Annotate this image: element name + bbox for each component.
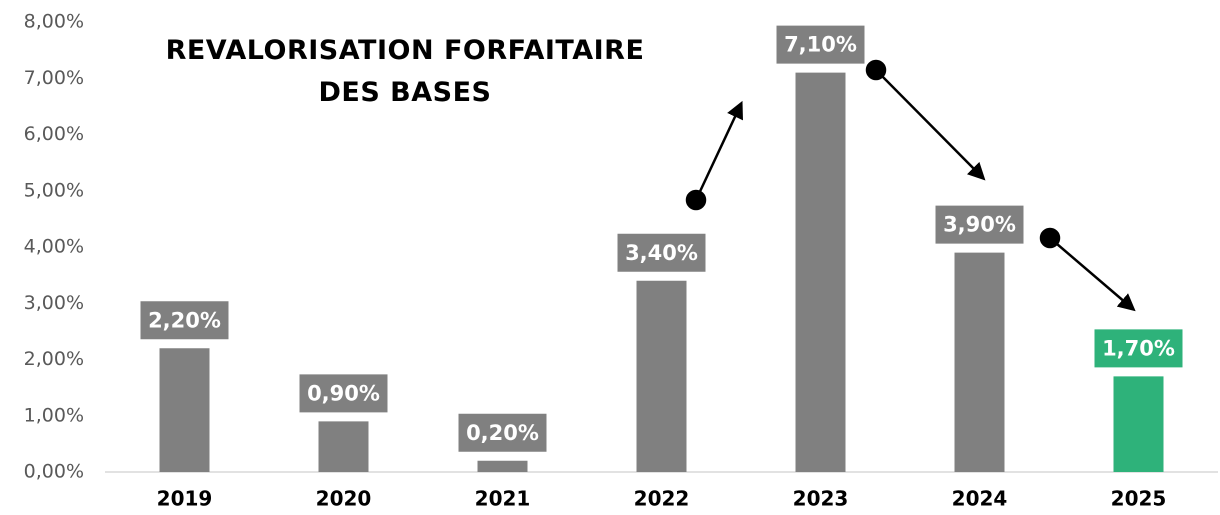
- bar: [954, 252, 1005, 472]
- data-label: 7,10%: [784, 33, 857, 57]
- y-tick-label: 2,00%: [24, 348, 84, 370]
- data-label: 2,20%: [148, 308, 221, 332]
- arrow: [1049, 237, 1136, 312]
- y-tick-label: 8,00%: [24, 11, 84, 33]
- bar: [159, 348, 210, 472]
- data-label-box: [140, 301, 229, 340]
- y-tick-label: 3,00%: [24, 292, 84, 314]
- data-label: 0,20%: [466, 421, 539, 445]
- data-label-box: [299, 374, 388, 413]
- y-tick-label: 4,00%: [24, 236, 84, 258]
- y-tick-label: 7,00%: [24, 67, 84, 89]
- arrow: [875, 69, 986, 181]
- y-tick-label: 1,00%: [24, 404, 84, 426]
- y-tick-label: 5,00%: [24, 179, 84, 201]
- x-tick-label: 2020: [316, 487, 372, 511]
- data-label: 1,70%: [1102, 336, 1175, 360]
- data-label-box: [458, 413, 547, 452]
- data-label: 0,90%: [307, 381, 380, 405]
- data-label-box: [1094, 329, 1183, 368]
- data-label: 3,90%: [943, 213, 1016, 237]
- x-tick-label: 2022: [634, 487, 690, 511]
- x-tick-label: 2019: [157, 487, 213, 511]
- arrow: [694, 100, 743, 201]
- bar: [795, 72, 846, 472]
- y-tick-label: 0,00%: [24, 461, 84, 483]
- data-label-box: [776, 25, 865, 64]
- y-tick-label: 6,00%: [24, 123, 84, 145]
- data-label-box: [935, 205, 1024, 244]
- x-tick-label: 2024: [952, 487, 1008, 511]
- bar: [477, 460, 528, 472]
- x-tick-label: 2021: [475, 487, 531, 511]
- annotation-arrows: [685, 59, 1136, 312]
- chart-title: REVALORISATION FORFAITAIRE DES BASES: [165, 35, 645, 108]
- x-tick-label: 2025: [1111, 487, 1167, 511]
- bar: [1113, 376, 1164, 472]
- data-label: 3,40%: [625, 241, 698, 265]
- bar: [636, 280, 687, 472]
- bar: [318, 421, 369, 472]
- data-label-box: [617, 233, 706, 272]
- x-tick-label: 2023: [793, 487, 849, 511]
